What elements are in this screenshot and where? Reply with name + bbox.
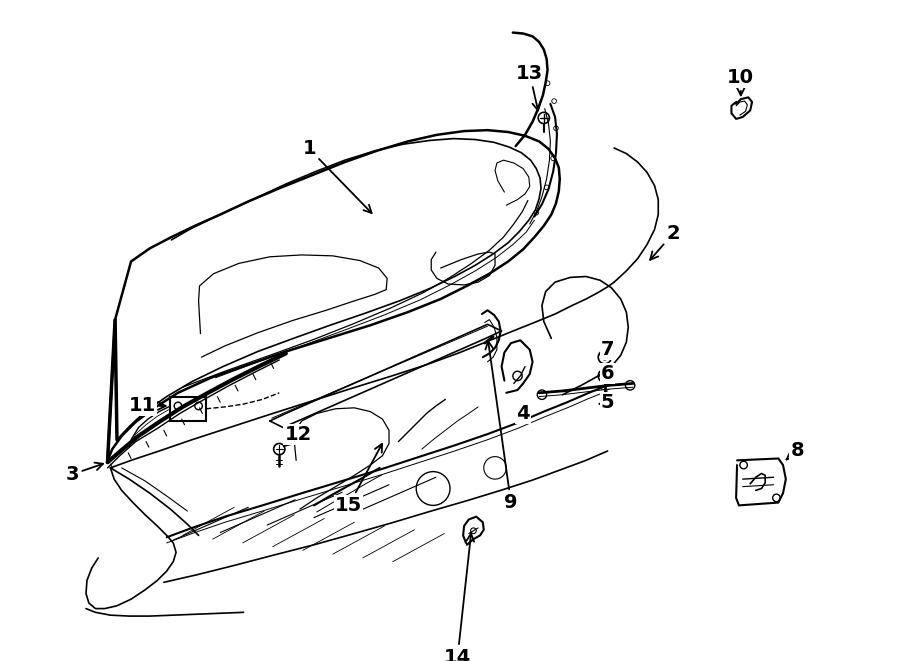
Text: 4: 4 — [517, 404, 530, 423]
Text: 7: 7 — [599, 340, 615, 359]
Text: 13: 13 — [517, 64, 544, 110]
Text: 9: 9 — [485, 341, 518, 512]
Text: 11: 11 — [129, 397, 166, 416]
Text: 6: 6 — [599, 364, 615, 383]
Text: 12: 12 — [284, 424, 311, 447]
Text: 1: 1 — [302, 139, 372, 213]
Text: 14: 14 — [444, 533, 474, 661]
Text: 3: 3 — [65, 463, 104, 484]
Text: 2: 2 — [650, 224, 680, 260]
Text: 5: 5 — [599, 393, 615, 412]
Text: 15: 15 — [335, 444, 382, 515]
Text: 10: 10 — [727, 68, 754, 95]
FancyBboxPatch shape — [170, 397, 206, 421]
Text: 8: 8 — [787, 442, 804, 461]
